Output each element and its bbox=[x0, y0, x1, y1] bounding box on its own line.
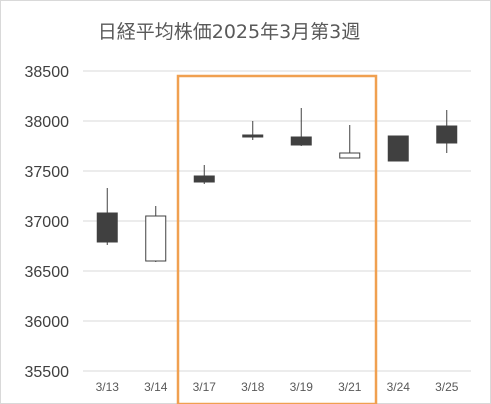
y-tick-label: 35500 bbox=[25, 364, 70, 381]
highlight-layer bbox=[176, 74, 378, 404]
highlight-box bbox=[176, 74, 378, 404]
y-tick-label: 36000 bbox=[25, 314, 70, 331]
x-tick-label: 3/25 bbox=[435, 380, 459, 394]
candles-layer bbox=[96, 108, 458, 262]
candle-body bbox=[145, 215, 167, 262]
candle-3-17 bbox=[193, 165, 215, 184]
grid-layer bbox=[83, 70, 471, 372]
x-tick-label: 3/14 bbox=[144, 380, 168, 394]
y-tick-label: 36500 bbox=[25, 264, 70, 281]
y-tick-label: 38000 bbox=[25, 114, 70, 131]
candle-3-25 bbox=[436, 110, 458, 153]
candle-body bbox=[290, 136, 312, 146]
x-tick-label: 3/21 bbox=[338, 380, 362, 394]
x-tick-label: 3/19 bbox=[290, 380, 314, 394]
x-tick-label: 3/18 bbox=[241, 380, 265, 394]
candle-body bbox=[193, 175, 215, 183]
x-tick-label: 3/13 bbox=[96, 380, 120, 394]
candle-body bbox=[436, 125, 458, 144]
candle-body bbox=[339, 152, 361, 159]
x-axis-ticks: 3/13 3/14 3/17 3/18 3/19 3/21 3/24 3/25 bbox=[96, 380, 459, 394]
candle-body bbox=[242, 134, 264, 138]
candle-3-14 bbox=[145, 206, 167, 262]
x-tick-label: 3/24 bbox=[387, 380, 411, 394]
candle-body bbox=[387, 135, 409, 162]
candle-3-21 bbox=[339, 125, 361, 159]
x-tick-label: 3/17 bbox=[193, 380, 217, 394]
candle-body bbox=[96, 212, 118, 243]
candle-3-18 bbox=[242, 121, 264, 140]
candle-3-19 bbox=[290, 108, 312, 146]
y-tick-label: 37000 bbox=[25, 214, 70, 231]
chart-title: 日経平均株価2025年3月第3週 bbox=[97, 21, 361, 43]
y-axis-ticks: 35500 36000 36500 37000 37500 38000 38500 bbox=[25, 64, 70, 381]
y-tick-label: 38500 bbox=[25, 64, 70, 81]
y-tick-label: 37500 bbox=[25, 164, 70, 181]
candle-3-24 bbox=[387, 135, 409, 162]
candle-3-13 bbox=[96, 188, 118, 245]
